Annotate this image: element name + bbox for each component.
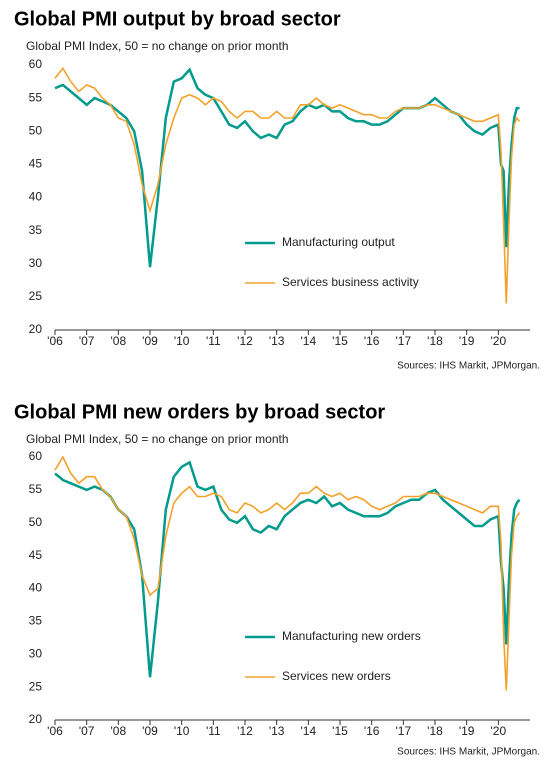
x-tick-label: '20 [491, 724, 507, 738]
x-tick-label: '06 [47, 334, 63, 348]
x-tick-label: '06 [47, 724, 63, 738]
chart-subtitle: Global PMI Index, 50 = no change on prio… [26, 39, 289, 53]
x-tick-label: '14 [301, 724, 317, 738]
x-tick-label: '20 [491, 334, 507, 348]
x-tick-label: '09 [142, 724, 158, 738]
x-tick-label: '17 [396, 334, 412, 348]
series-line [54, 66, 521, 304]
x-tick-label: '15 [332, 334, 348, 348]
x-tick-label: '18 [427, 724, 443, 738]
x-tick-label: '14 [301, 334, 317, 348]
legend-label: Manufacturing output [282, 235, 395, 249]
legend-label: Services business activity [282, 275, 419, 289]
x-tick-label: '12 [237, 724, 253, 738]
chart-title: Global PMI new orders by broad sector [14, 401, 385, 423]
x-tick-label: '19 [459, 334, 475, 348]
y-tick-label: 50 [29, 515, 43, 529]
y-tick-label: 60 [29, 449, 43, 463]
x-tick-label: '13 [269, 724, 285, 738]
x-tick-label: '09 [142, 334, 158, 348]
y-tick-label: 20 [29, 712, 43, 726]
y-tick-label: 40 [29, 190, 43, 204]
series-line [54, 460, 521, 678]
y-tick-label: 30 [29, 256, 43, 270]
chart-title: Global PMI output by broad sector [14, 8, 341, 30]
y-tick-label: 35 [29, 223, 43, 237]
x-tick-label: '18 [427, 334, 443, 348]
legend-label: Manufacturing new orders [282, 629, 421, 643]
x-tick-label: '07 [79, 334, 95, 348]
x-tick-label: '16 [364, 724, 380, 738]
series-line [54, 455, 521, 691]
y-tick-label: 20 [29, 322, 43, 336]
source: Sources: IHS Markit, JPMorgan. [397, 747, 540, 758]
y-tick-label: 45 [29, 157, 43, 171]
source: Sources: IHS Markit, JPMorgan. [397, 361, 540, 372]
x-tick-label: '11 [206, 724, 221, 738]
y-tick-label: 30 [29, 646, 43, 660]
y-tick-label: 55 [29, 90, 43, 104]
y-tick-label: 55 [29, 482, 43, 496]
x-tick-label: '08 [111, 334, 127, 348]
y-tick-label: 50 [29, 123, 43, 137]
y-tick-label: 25 [29, 289, 43, 303]
x-tick-label: '12 [237, 334, 253, 348]
chart-subtitle: Global PMI Index, 50 = no change on prio… [26, 432, 289, 446]
y-tick-label: 45 [29, 548, 43, 562]
y-tick-label: 25 [29, 679, 43, 693]
y-tick-label: 35 [29, 614, 43, 628]
x-tick-label: '11 [206, 334, 221, 348]
x-tick-label: '10 [174, 334, 190, 348]
y-tick-label: 60 [29, 57, 43, 71]
legend-label: Services new orders [282, 669, 391, 683]
x-tick-label: '16 [364, 334, 380, 348]
y-tick-label: 40 [29, 581, 43, 595]
x-tick-label: '15 [332, 724, 348, 738]
x-tick-label: '08 [111, 724, 127, 738]
x-tick-label: '10 [174, 724, 190, 738]
x-tick-label: '19 [459, 724, 475, 738]
x-tick-label: '07 [79, 724, 95, 738]
x-tick-label: '13 [269, 334, 285, 348]
x-tick-label: '17 [396, 724, 412, 738]
